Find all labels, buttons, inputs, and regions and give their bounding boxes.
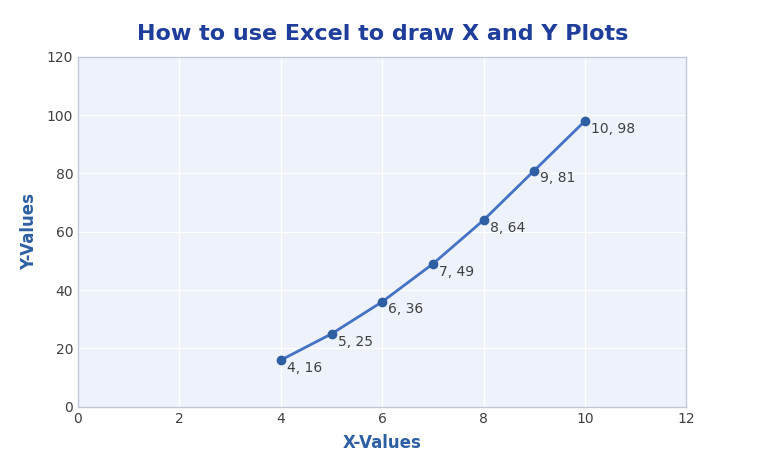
Y-axis label: Y-Values: Y-Values [20,193,38,270]
Text: 4, 16: 4, 16 [287,361,322,375]
Text: 5, 25: 5, 25 [338,334,373,349]
Title: How to use Excel to draw X and Y Plots: How to use Excel to draw X and Y Plots [136,24,628,44]
Text: 7, 49: 7, 49 [439,264,474,279]
Text: 10, 98: 10, 98 [591,122,635,136]
Text: 6, 36: 6, 36 [388,302,424,316]
Text: 8, 64: 8, 64 [490,221,525,235]
X-axis label: X-Values: X-Values [342,434,422,452]
Text: 9, 81: 9, 81 [541,171,576,185]
